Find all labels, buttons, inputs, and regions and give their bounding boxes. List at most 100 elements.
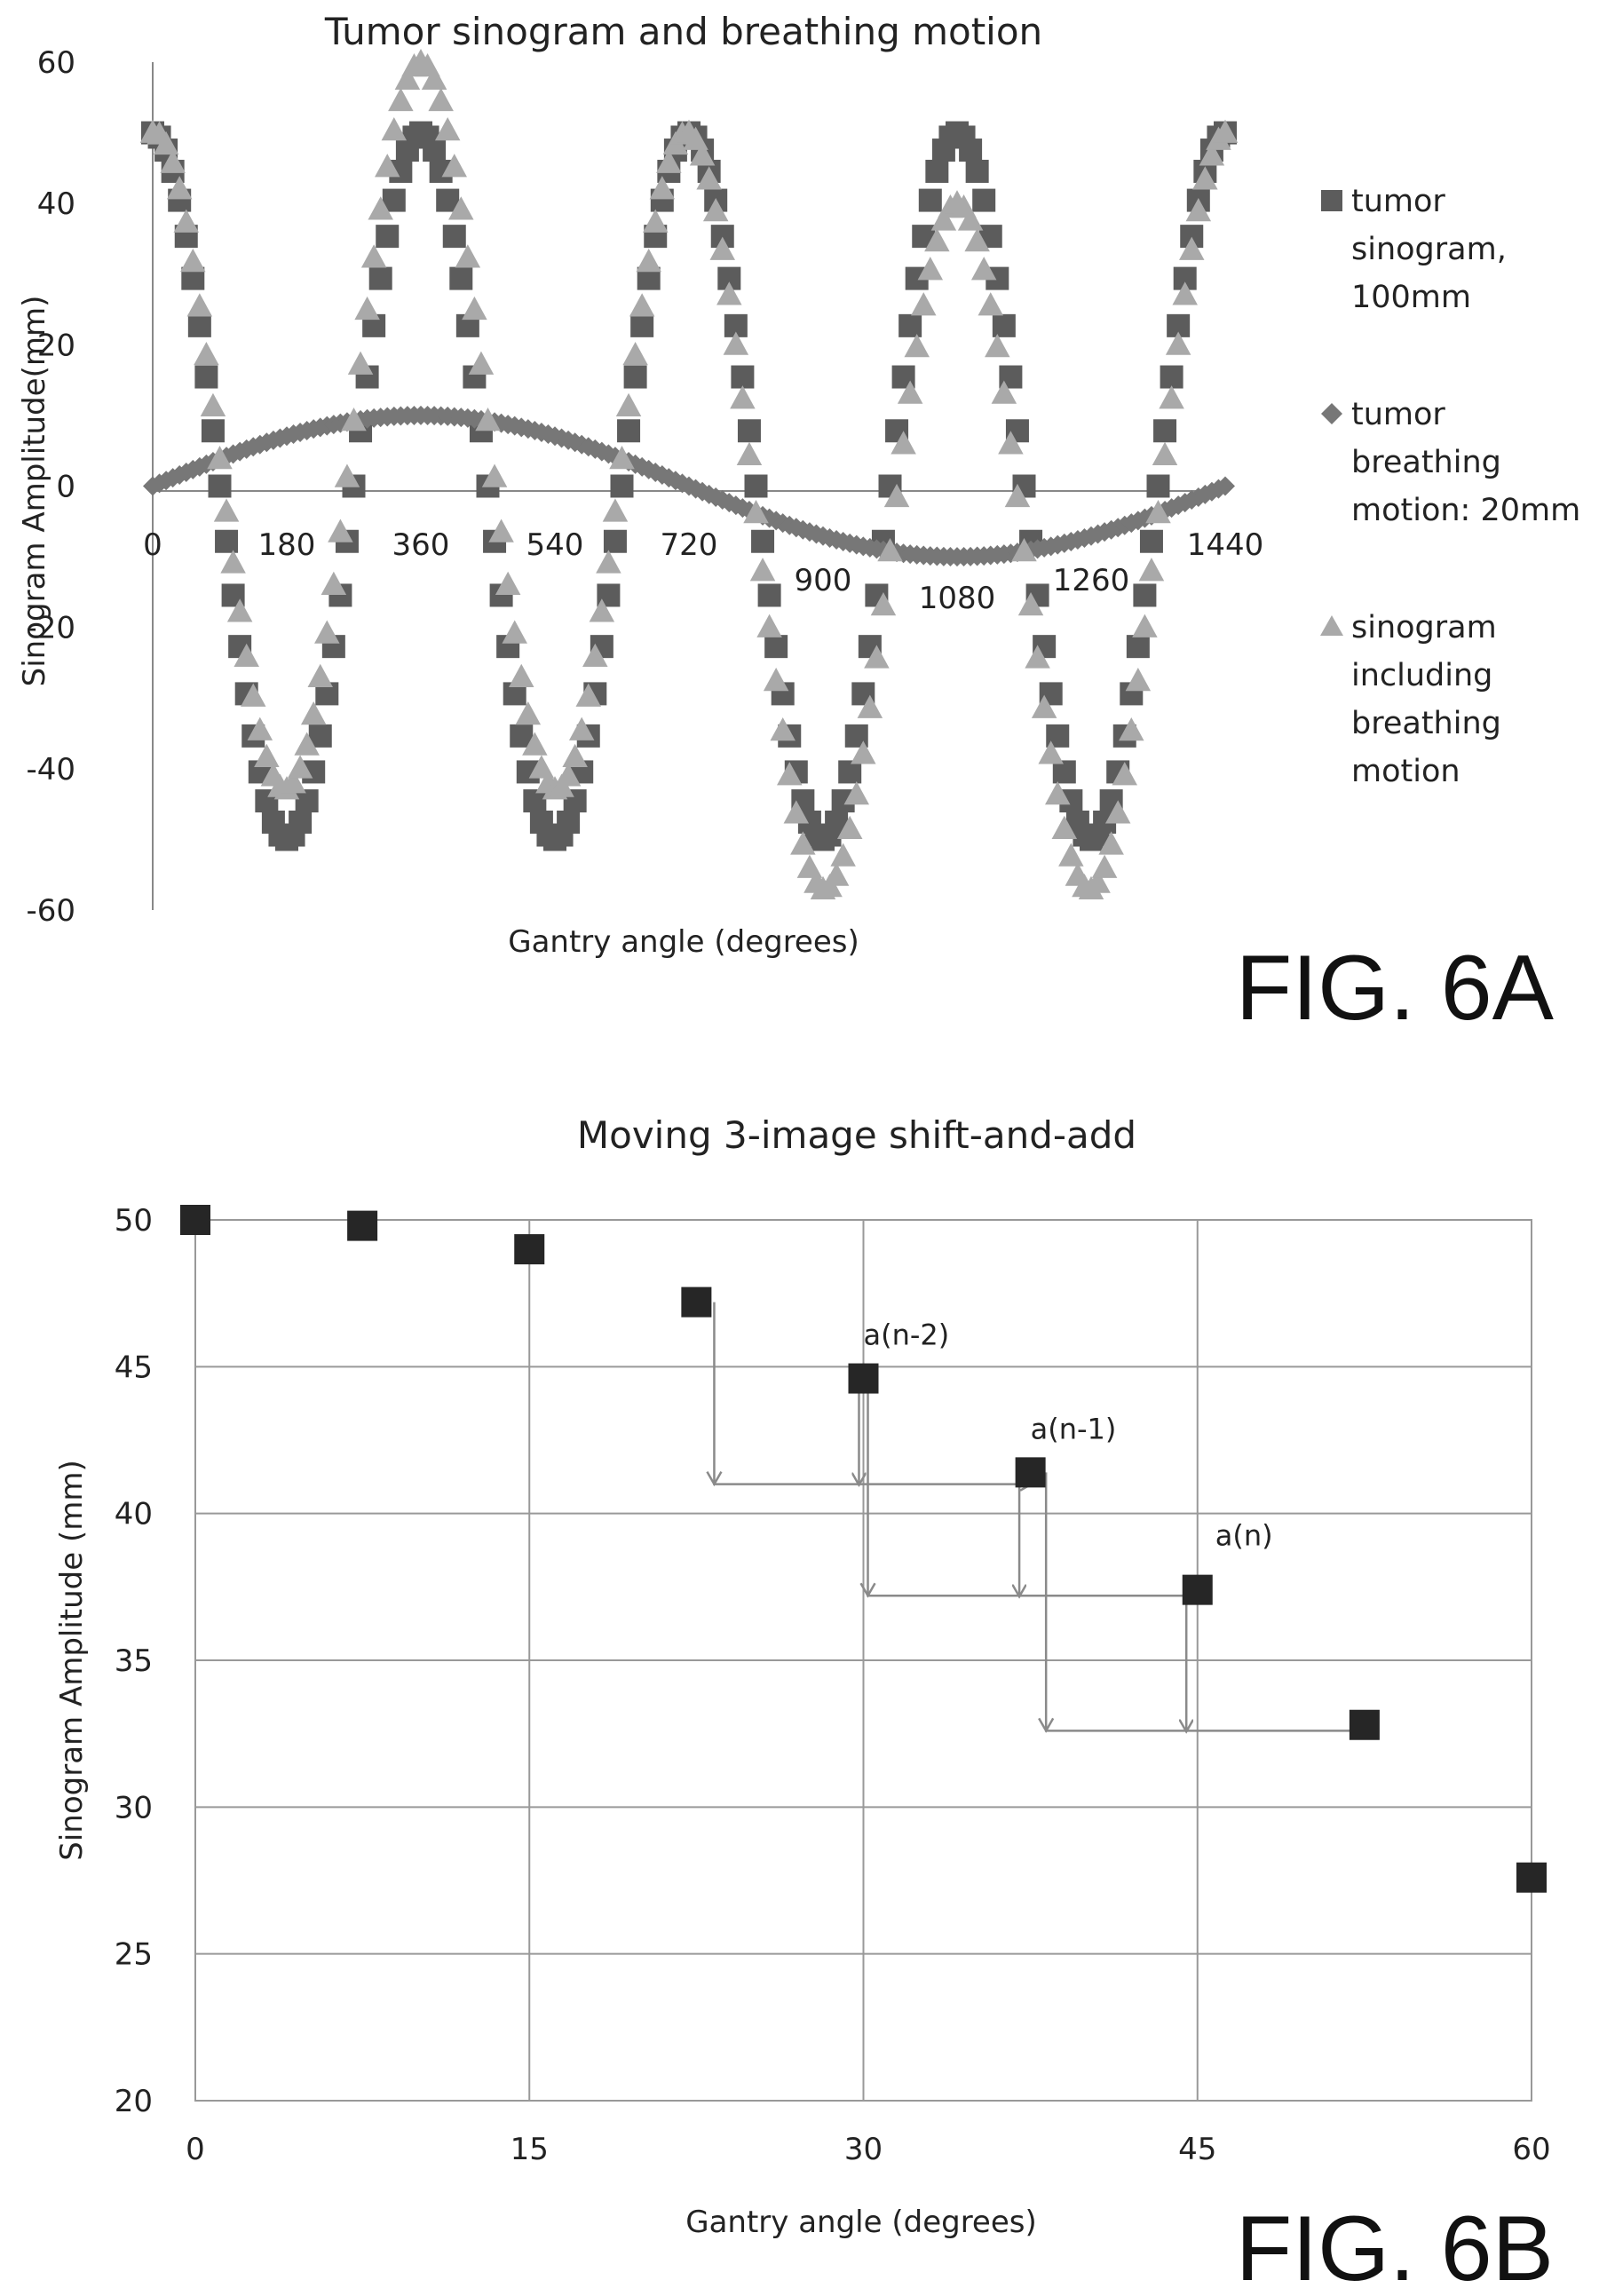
sinogram-breathing-point <box>462 296 487 321</box>
sinogram-breathing-point <box>970 257 997 281</box>
sinogram-breathing-point <box>1085 869 1111 893</box>
sinogram-breathing-point <box>421 66 447 90</box>
sinogram-breathing-point <box>234 643 259 668</box>
legend-entry-text: motion: 20mm <box>1351 493 1580 528</box>
chart-b-x-tick: 0 <box>186 2132 205 2167</box>
sinogram-breathing-point <box>381 116 408 141</box>
sinogram-breathing-point <box>441 154 467 178</box>
sinogram-breathing-point <box>1152 441 1178 466</box>
sinogram-breathing-point <box>790 831 816 855</box>
chart-b-y-tick: 40 <box>115 1497 153 1532</box>
chart-a-y-tick: 60 <box>37 45 75 81</box>
sinogram-breathing-point <box>1172 281 1198 305</box>
sinogram-breathing-point <box>656 149 682 173</box>
chart-a-x-tick: 1080 <box>919 581 996 616</box>
sinogram-point <box>848 1363 879 1394</box>
tumor-sinogram-point <box>449 266 473 290</box>
legend-entry-text: sinogram, <box>1351 232 1507 267</box>
sinogram-point <box>1182 1574 1213 1605</box>
tumor-sinogram-point <box>194 365 218 389</box>
tumor-sinogram-point <box>1146 474 1170 498</box>
sinogram-breathing-point <box>1091 854 1118 878</box>
sinogram-breathing-point <box>991 380 1017 404</box>
tumor-sinogram-point <box>630 313 654 337</box>
sinogram-breathing-point <box>220 550 246 574</box>
chart-a-y-label: Sinogram Amplitude(mm) <box>17 296 52 687</box>
sinogram-breathing-point <box>434 116 461 141</box>
sinogram-breathing-point <box>321 571 347 595</box>
sinogram-breathing-point <box>1159 385 1184 409</box>
sinogram-breathing-point <box>749 558 776 582</box>
sinogram-point <box>347 1210 378 1241</box>
tumor-sinogram-point <box>1160 365 1183 389</box>
tumor-sinogram-point <box>918 188 942 212</box>
tumor-sinogram-point <box>603 529 627 553</box>
tumor-sinogram-point <box>368 266 392 290</box>
sinogram-breathing-point <box>314 620 340 644</box>
sinogram-breathing-point <box>200 392 226 416</box>
chart-b-y-tick: 20 <box>115 2084 153 2119</box>
sinogram-breathing-point <box>1112 762 1137 786</box>
sinogram-breathing-point <box>716 281 742 305</box>
chart-a-y-tick: 40 <box>37 186 75 222</box>
shift-arrow <box>713 1302 1030 1484</box>
chart-b-y-tick: 30 <box>115 1790 153 1825</box>
tumor-sinogram-point <box>610 474 634 498</box>
tumor-sinogram-point <box>1052 760 1076 784</box>
sinogram-breathing-point <box>615 392 642 416</box>
sinogram-breathing-point <box>985 333 1010 358</box>
sinogram-breathing-point <box>1165 331 1191 355</box>
sinogram-breathing-point <box>602 498 629 522</box>
legend-diamond-marker <box>1321 403 1342 424</box>
sinogram-breathing-point <box>877 538 903 562</box>
sinogram-breathing-point <box>1104 800 1131 824</box>
sinogram-breathing-point <box>1038 740 1064 764</box>
sinogram-breathing-point <box>636 249 661 273</box>
sinogram-breathing-point <box>911 292 937 316</box>
sinogram-breathing-point <box>254 743 280 768</box>
chart-a-y-ticks: 60 40 20 0 -20 -40 -60 <box>26 45 75 929</box>
tumor-sinogram-point <box>557 810 581 834</box>
sinogram-breathing-point <box>207 446 233 470</box>
point-annotation: a(n-1) <box>1031 1412 1117 1445</box>
sinogram-breathing-point <box>843 781 869 805</box>
sinogram-breathing-point <box>354 296 380 321</box>
tumor-sinogram-point <box>925 159 949 183</box>
sinogram-breathing-point <box>488 519 514 542</box>
legend-entry-text: sinogram <box>1351 610 1497 645</box>
legend-entry-text: 100mm <box>1351 280 1471 315</box>
sinogram-breathing-point <box>495 571 521 595</box>
chart-a-x-tick: 1440 <box>1187 527 1264 563</box>
sinogram-breathing-point <box>375 154 400 178</box>
chart-b-y-tick: 25 <box>115 1937 153 1973</box>
chart-b-y-tick: 35 <box>115 1643 153 1679</box>
tumor-sinogram-point <box>376 225 400 249</box>
tumor-sinogram-point <box>442 225 466 249</box>
tumor-sinogram-point <box>744 474 768 498</box>
chart-b-x-tick: 60 <box>1512 2132 1550 2167</box>
sinogram-breathing-point <box>883 483 910 508</box>
chart-b-marks <box>180 1205 1547 1893</box>
tumor-sinogram-point <box>959 139 983 162</box>
sinogram-breathing-point <box>998 431 1024 455</box>
sinogram-breathing-point <box>917 257 944 281</box>
chart-a-y-tick: -40 <box>26 752 75 788</box>
sinogram-breathing-point <box>287 755 313 779</box>
sinogram-point <box>1015 1457 1046 1488</box>
sinogram-breathing-point <box>1025 645 1050 669</box>
figure-a-label: FIG. 6A <box>1236 937 1555 1040</box>
breathing-motion-point <box>1215 476 1235 496</box>
sinogram-breathing-point <box>502 620 527 644</box>
sinogram-breathing-point <box>582 643 608 668</box>
legend-entry-text: including <box>1351 658 1492 693</box>
tumor-sinogram-point <box>1153 419 1177 443</box>
tumor-sinogram-point <box>838 760 862 784</box>
chart-a-y-tick: -20 <box>26 611 75 646</box>
chart-b-arrows <box>706 1302 1364 1731</box>
sinogram-breathing-point <box>763 668 789 692</box>
chart-a-y-tick: 0 <box>56 470 75 505</box>
sinogram-breathing-point <box>596 550 621 574</box>
chart-b-x-ticks: 0 15 30 45 60 <box>186 2132 1550 2167</box>
sinogram-breathing-point <box>730 385 756 409</box>
sinogram-breathing-point <box>194 341 219 366</box>
